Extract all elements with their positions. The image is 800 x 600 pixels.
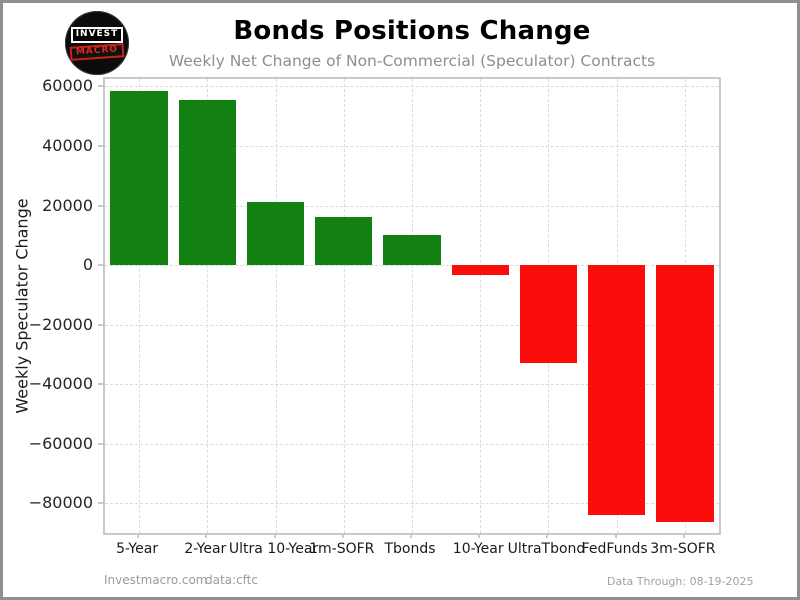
y-tick-label: −40000 — [28, 374, 93, 394]
y-tick-mark — [98, 85, 103, 88]
y-tick-label: 60000 — [42, 76, 93, 96]
footer-data-source: data:cftc — [205, 573, 258, 587]
x-tick-label: FedFunds — [581, 541, 648, 557]
x-tick-mark — [341, 533, 344, 538]
y-tick-mark — [98, 323, 103, 326]
y-tick-label: −80000 — [28, 493, 93, 513]
x-tick-mark — [137, 533, 140, 538]
x-tick-mark — [410, 533, 412, 538]
x-tick-label: Ultra 10-Year — [228, 541, 319, 557]
v-gridline — [207, 79, 209, 533]
x-tick-mark — [205, 533, 208, 538]
plot-area — [103, 77, 721, 535]
x-tick-label: 3m-SOFR — [650, 541, 716, 557]
bar-1m-sofr — [315, 217, 373, 266]
y-tick-mark — [98, 502, 103, 505]
x-tick-label: Tbonds — [384, 541, 436, 557]
y-tick-mark — [98, 144, 103, 147]
x-tick-mark — [546, 533, 549, 538]
x-tick-label: 5-Year — [116, 541, 159, 557]
footer-site-link: Investmacro.com — [104, 573, 208, 587]
x-tick-label: 2-Year — [184, 541, 227, 557]
v-gridline — [480, 79, 482, 533]
v-gridline — [275, 79, 277, 533]
v-gridline — [139, 79, 141, 533]
x-tick-label: 10-Year — [452, 541, 504, 557]
y-tick-label: −20000 — [28, 314, 93, 334]
bar-ultratbond — [519, 265, 578, 364]
y-tick-label: 20000 — [42, 195, 93, 215]
x-tick-label: 1m-SOFR — [309, 541, 375, 557]
v-gridline — [412, 79, 413, 533]
y-tick-mark — [98, 442, 103, 445]
bar-tbonds — [383, 234, 441, 266]
chart-subtitle: Weekly Net Change of Non-Commercial (Spe… — [168, 52, 656, 70]
bar-fedfunds — [588, 265, 646, 515]
chart-title: Bonds Positions Change — [233, 16, 591, 46]
bar-10-year — [451, 265, 509, 275]
y-tick-label: 0 — [82, 255, 93, 275]
x-tick-mark — [273, 533, 276, 538]
y-tick-label: 40000 — [42, 135, 93, 155]
y-tick-label: −60000 — [28, 433, 93, 453]
bar-ultra-10-year — [246, 202, 305, 266]
y-tick-mark — [98, 264, 103, 267]
bar-2-year — [178, 99, 236, 266]
x-tick-mark — [682, 533, 685, 538]
footer-data-through: Data Through: 08-19-2025 — [607, 575, 754, 588]
y-tick-mark — [98, 204, 103, 207]
bar-3m-sofr — [656, 265, 714, 522]
x-tick-mark — [614, 533, 617, 538]
y-tick-mark — [98, 383, 103, 386]
x-tick-mark — [478, 533, 481, 538]
bar-5-year — [110, 90, 168, 266]
investmacro-logo-icon: INVEST MACRO — [65, 11, 129, 75]
v-gridline — [343, 79, 345, 533]
logo-text-invest: INVEST — [70, 27, 124, 43]
x-tick-label: UltraTbond — [507, 541, 586, 557]
